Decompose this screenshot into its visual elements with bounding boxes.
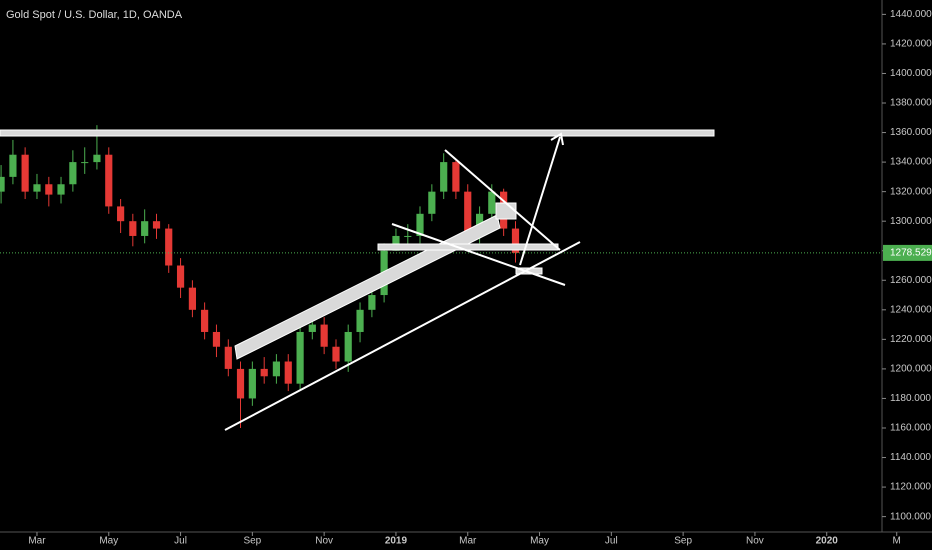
candle-body [332,346,340,362]
y-tick-label: 1260.000 [890,275,932,286]
x-tick-label: May [530,536,549,547]
candle-body [212,331,221,347]
candle-body [45,184,53,195]
x-tick-label: Sep [674,536,692,547]
plot [0,125,882,428]
candle-body [320,324,328,347]
candle-body [284,361,292,384]
candle-body [488,191,496,214]
arrow [519,136,561,266]
chart-title: Gold Spot / U.S. Dollar, 1D, OANDA [6,9,183,21]
resistance-zone [0,129,715,137]
candle-body [176,265,185,288]
channel-zone [234,214,501,360]
last-price-label: 1278.529 [890,248,932,259]
y-tick-label: 1360.000 [890,127,932,138]
y-tick-label: 1100.000 [890,511,931,522]
box-zone [495,202,517,220]
x-tick-label: Mar [459,536,477,547]
candle-body [511,228,520,253]
y-tick-label: 1160.000 [890,423,931,434]
candle-body [368,295,376,310]
y-tick-label: 1180.000 [890,393,931,404]
candle-body [69,162,77,185]
trend-line [391,223,566,286]
candle-body [188,287,196,310]
x-tick-label: Nov [315,536,333,547]
x-tick-label: May [99,536,118,547]
y-tick-label: 1220.000 [890,334,932,345]
x-tick-label: Sep [243,536,261,547]
axes: 1440.000 1420.000 1400.000 1380.000 1360.000… [28,9,932,547]
candle-body [117,206,125,222]
candle-body [308,324,316,332]
candle-body [260,368,268,377]
candle-body [356,309,364,332]
candle-body [296,331,304,384]
candle-body [404,235,412,237]
candle-body [440,162,448,192]
candle-body [452,162,460,192]
candle-body [129,221,137,236]
candle-body [0,176,5,192]
y-tick-label: 1440.000 [890,9,932,20]
candle-body [152,221,161,229]
x-tick-label: M [893,536,901,547]
trend-line [444,149,561,251]
candle-body [105,154,113,207]
y-tick-label: 1140.000 [890,452,931,463]
candle-body [464,191,472,236]
candle-body [248,368,256,399]
arrow-head [550,132,564,146]
candle-body [9,154,17,177]
y-tick-label: 1320.000 [890,186,932,197]
candle-body [81,162,89,164]
candle-body [57,184,65,195]
y-tick-label: 1420.000 [890,39,932,50]
x-tick-label: 2020 [816,536,839,547]
candle-body [224,346,232,369]
candle-body [272,361,280,377]
y-tick-label: 1120.000 [890,482,931,493]
candle-body [33,184,41,192]
y-tick-label: 1380.000 [890,98,932,109]
candle-body [201,309,209,332]
candle-body [165,228,173,266]
candle-body [392,235,400,251]
x-tick-label: Jul [174,536,187,547]
candle-body [416,213,424,236]
y-tick-label: 1240.000 [890,304,932,315]
x-tick-label: Nov [746,536,764,547]
candle-body [21,154,29,192]
y-tick-label: 1200.000 [890,364,932,375]
x-tick-label: Jul [605,536,618,547]
y-tick-label: 1340.000 [890,157,932,168]
candle-body [93,154,101,163]
last-price-box [883,244,932,261]
candle-body [344,331,352,362]
candle-body [236,368,245,399]
x-tick-label: Mar [28,536,46,547]
y-tick-label: 1300.000 [890,216,932,227]
drawings [0,129,715,431]
candle-body [428,191,436,214]
trend-line [224,241,581,431]
y-tick-label: 1400.000 [890,68,932,79]
support-zone [377,243,559,251]
candle-body [141,221,149,236]
x-tick-label: 2019 [385,536,408,547]
